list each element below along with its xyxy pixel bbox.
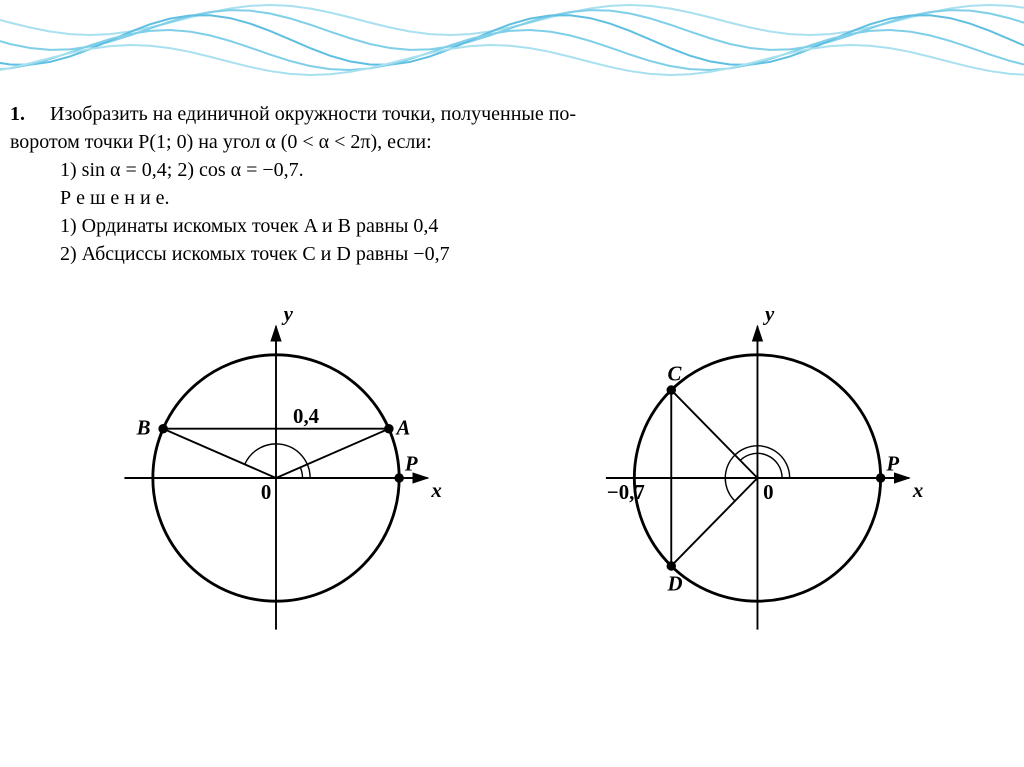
svg-text:−0,7: −0,7 xyxy=(607,480,645,504)
svg-text:A: A xyxy=(394,415,410,439)
problem-line1: Изобразить на единичной окружности точки… xyxy=(50,103,576,125)
problem-line2: воротом точки P(1; 0) на угол α (0 < α <… xyxy=(10,128,1004,156)
problem-text: 1. Изобразить на единичной окружности то… xyxy=(0,100,1024,268)
solution-1: 1) Ординаты искомых точек A и B равны 0,… xyxy=(60,212,1004,240)
svg-text:y: y xyxy=(281,302,294,326)
svg-text:B: B xyxy=(136,415,151,439)
problem-number: 1. xyxy=(10,103,25,125)
svg-text:0: 0 xyxy=(261,480,271,504)
problem-items: 1) sin α = 0,4; 2) cos α = −0,7. xyxy=(60,156,1004,184)
svg-text:0: 0 xyxy=(763,480,773,504)
reshenie-label: Р е ш е н и е. xyxy=(60,184,1004,212)
diagrams-row: yx0PAB0,4 yx0PCD−0,7 xyxy=(0,298,1024,658)
svg-text:y: y xyxy=(762,302,775,326)
solution-2: 2) Абсциссы искомых точек C и D равны −0… xyxy=(60,240,1004,268)
svg-text:0,4: 0,4 xyxy=(293,404,320,428)
diagram-cos: y x 0 P C D −0,7 xyxy=(568,298,928,658)
svg-text:x: x xyxy=(430,478,441,502)
svg-text:C: C xyxy=(667,362,682,386)
decorative-wave xyxy=(0,0,1024,90)
svg-text:P: P xyxy=(885,451,899,475)
diagram-sin: y x 0 PA B 0,4 xyxy=(96,298,456,658)
svg-text:D: D xyxy=(666,572,682,596)
svg-text:P: P xyxy=(404,451,418,475)
svg-text:x: x xyxy=(912,478,923,502)
slide-content: 1. Изобразить на единичной окружности то… xyxy=(0,100,1024,658)
